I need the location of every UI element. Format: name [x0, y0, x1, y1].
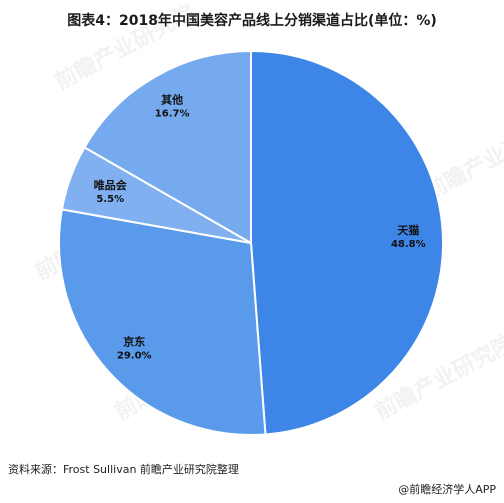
slice-value-1: 29.0%: [117, 351, 152, 362]
slice-value-2: 5.5%: [96, 194, 124, 205]
slice-label-3: 其他: [161, 93, 183, 107]
slice-value-0: 48.8%: [391, 239, 426, 250]
pie-slice-0: [250, 49, 444, 436]
slice-label-1: 京东: [123, 335, 145, 349]
pie-slices: [58, 49, 444, 436]
pie-slice-3: [83, 49, 252, 245]
slice-label-0: 天猫: [397, 223, 419, 237]
slice-value-3: 16.7%: [155, 109, 190, 120]
brand-credit: @前瞻经济学人APP: [398, 483, 496, 496]
pie-slice-1: [58, 208, 267, 436]
chart-title: 图表4：2018年中国美容产品线上分销渠道占比(单位：%): [67, 13, 437, 29]
pie-labels: 天猫 48.8% 京东 29.0% 唯品会 5.5% 其他 16.7%: [94, 93, 426, 362]
source-note: 资料来源：Frost Sullivan 前瞻产业研究院整理: [8, 463, 239, 476]
slice-label-2: 唯品会: [94, 178, 128, 192]
